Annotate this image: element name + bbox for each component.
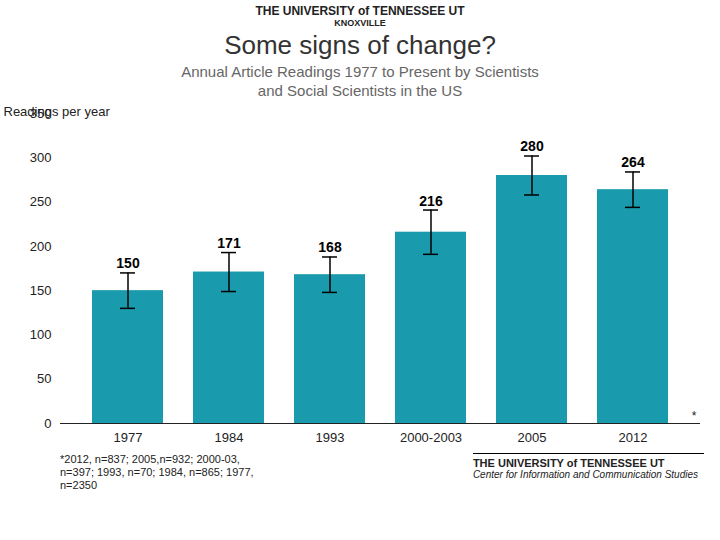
svg-text:168: 168 — [318, 239, 342, 255]
svg-text:150: 150 — [30, 282, 52, 297]
html-text:THE UNIVERSITY of TENNESSEE UT: THE UNIVERSITY of TENNESSEE UT — [255, 4, 465, 18]
svg-text:2005: 2005 — [518, 429, 547, 444]
svg-text:Readings per year: Readings per year — [4, 103, 111, 118]
html-text:Some signs of change?: Some signs of change? — [224, 30, 496, 60]
svg-text:1984: 1984 — [215, 429, 244, 444]
svg-text:171: 171 — [217, 235, 241, 251]
svg-text:50: 50 — [37, 371, 51, 386]
html-text:Center for Information and Com: Center for Information and Communication… — [472, 468, 698, 480]
svg-text:150: 150 — [116, 255, 140, 271]
svg-text:300: 300 — [30, 149, 52, 164]
svg-text:*: * — [692, 408, 697, 422]
svg-text:200: 200 — [30, 238, 52, 253]
svg-text:0: 0 — [44, 415, 51, 430]
html-text:THE UNIVERSITY of TENNESSEE UT: THE UNIVERSITY of TENNESSEE UT — [472, 456, 665, 469]
svg-text:216: 216 — [419, 192, 443, 208]
svg-text:1977: 1977 — [114, 429, 143, 444]
html-text:KNOXVILLE: KNOXVILLE — [334, 18, 386, 28]
svg-text:2012: 2012 — [619, 429, 648, 444]
html-text:Annual Article Readings 1977 t: Annual Article Readings 1977 to Present … — [181, 63, 539, 99]
svg-text:264: 264 — [621, 154, 645, 170]
svg-text:2000-2003: 2000-2003 — [400, 429, 462, 444]
svg-text:100: 100 — [30, 327, 52, 342]
html-text:*2012, n=837; 2005,n=932; 2000: *2012, n=837; 2005,n=932; 2000-03, n=397… — [60, 452, 254, 491]
svg-text:280: 280 — [520, 138, 544, 154]
svg-text:1993: 1993 — [316, 429, 345, 444]
svg-text:250: 250 — [30, 194, 52, 209]
